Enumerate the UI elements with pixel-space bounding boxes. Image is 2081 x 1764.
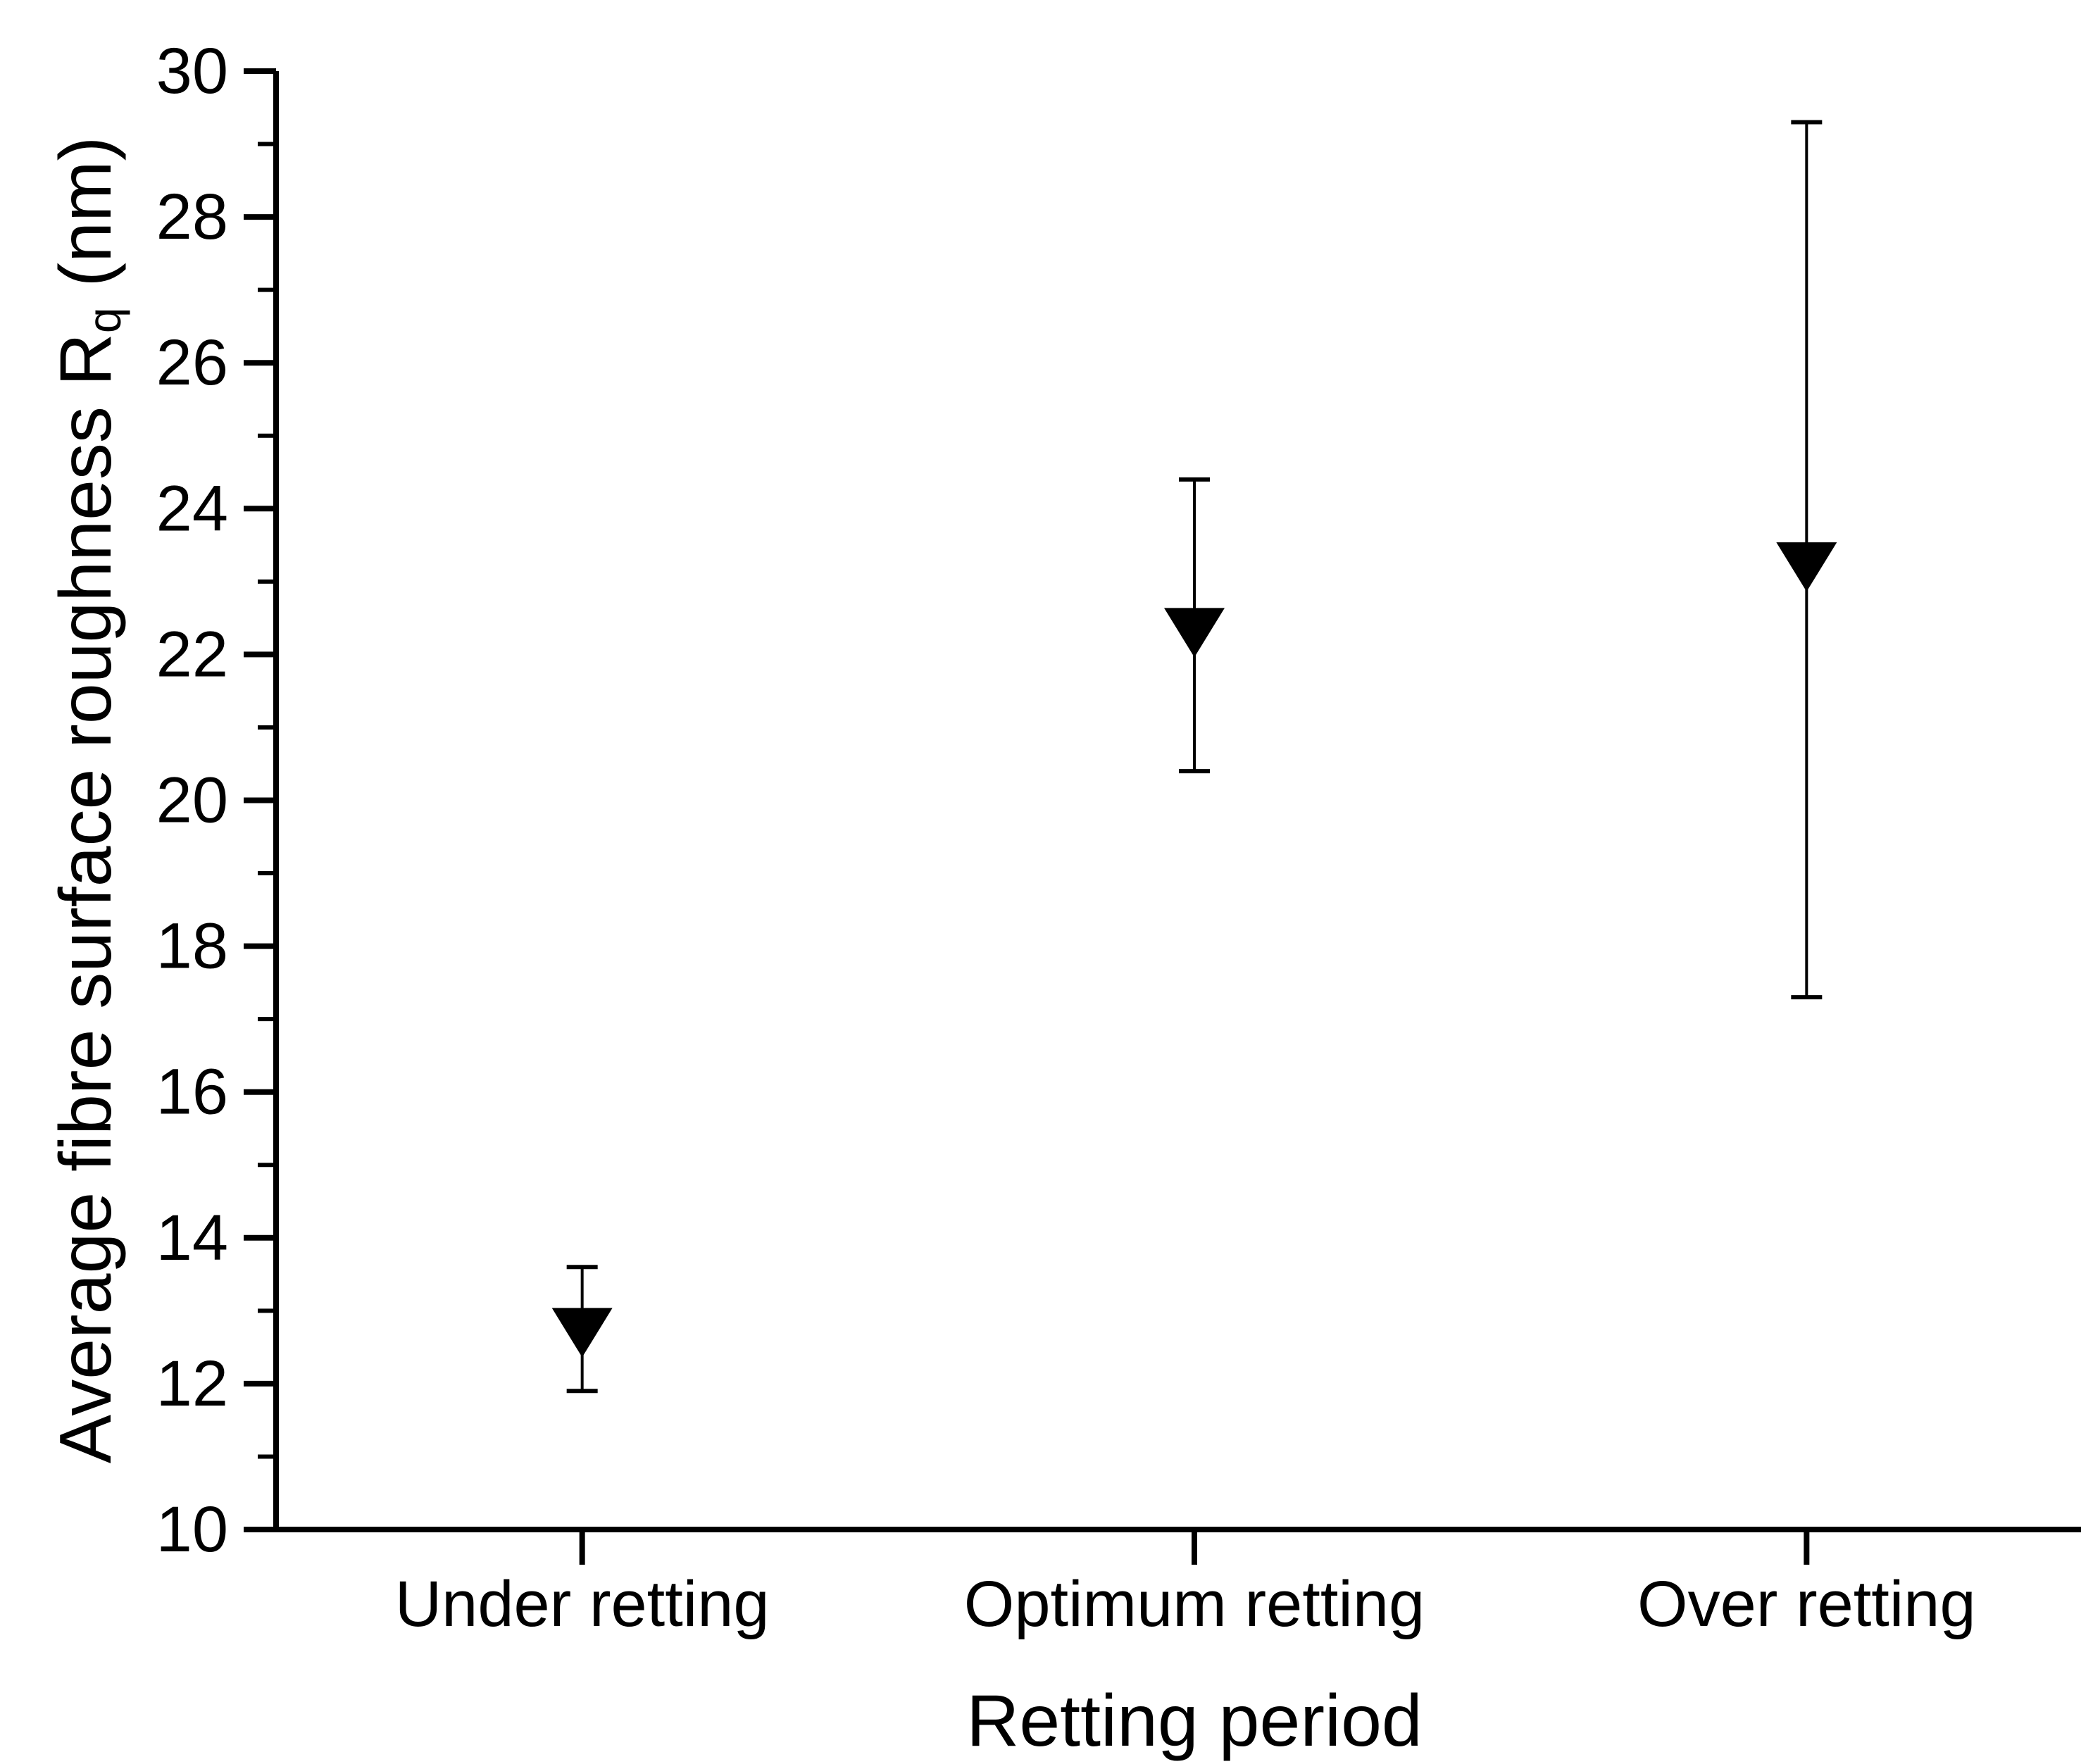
data-point-group (1776, 120, 1837, 1000)
y-tick-label: 28 (156, 181, 228, 253)
y-tick-label: 16 (156, 1056, 228, 1128)
y-tick-label: 30 (156, 35, 228, 107)
y-tick-label: 24 (156, 473, 228, 544)
x-category-label: Optimum retting (964, 1568, 1425, 1640)
data-point-marker (1164, 608, 1225, 658)
x-category-label: Over retting (1637, 1568, 1976, 1640)
y-axis-title: Average fibre surface roughness Rq (nm) (45, 137, 130, 1464)
y-tick-label: 26 (156, 327, 228, 399)
y-tick-label: 18 (156, 911, 228, 982)
y-tick-label: 12 (156, 1348, 228, 1420)
data-point-marker (551, 1308, 613, 1358)
y-tick-label: 22 (156, 618, 228, 690)
data-point-group (551, 1265, 613, 1394)
y-tick-label: 14 (156, 1202, 228, 1274)
chart-figure: 10 12 14 16 18 20 22 24 26 28 30 Under retting Optim… (28, 11, 2081, 1764)
y-tick-label: 10 (156, 1494, 228, 1565)
y-tick-label: 20 (156, 765, 228, 837)
x-axis-title: Retting period (966, 1680, 1423, 1762)
x-category-label: Under retting (395, 1568, 770, 1640)
plot-svg: 10 12 14 16 18 20 22 24 26 28 30 Under retting Optim… (45, 35, 2081, 1762)
data-point-marker (1776, 542, 1837, 592)
data-point-group (1164, 477, 1225, 774)
